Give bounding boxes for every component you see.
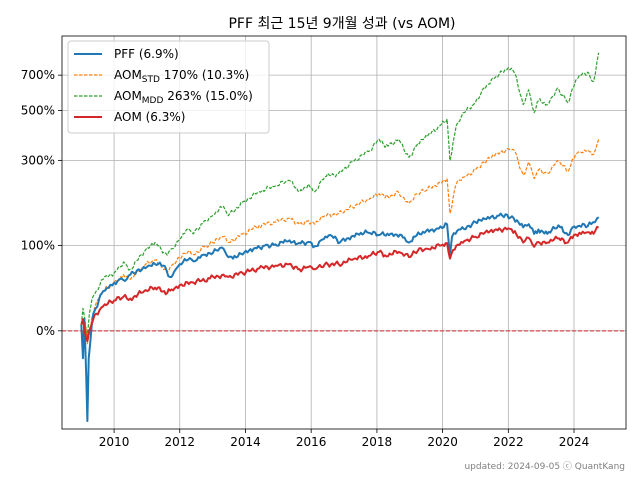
y-tick-label: 0% (36, 324, 55, 338)
x-tick-label: 2018 (362, 435, 393, 449)
axes: 2010 2012 2014 2016 2018 2020 2022 2024 0% 100% 30… (21, 35, 627, 449)
chart-title: PFF 최근 15년 9개월 성과 (vs AOM) (228, 16, 455, 32)
legend-entry-0: PFF (6.9%) (114, 47, 179, 61)
x-tick-label: 2014 (230, 435, 261, 449)
x-tick-label: 2010 (99, 435, 130, 449)
x-tick-label: 2012 (164, 435, 195, 449)
y-tick-label: 500% (21, 104, 55, 118)
y-tick-label: 300% (21, 153, 55, 167)
legend-entry-3: AOM (6.3%) (114, 110, 185, 124)
x-tick-label: 2020 (427, 435, 458, 449)
legend-entry-1: AOMSTD 170% (10.3%) (114, 68, 249, 85)
x-tick-label: 2024 (559, 435, 590, 449)
axes-frame (61, 35, 627, 430)
x-tick-label: 2022 (493, 435, 524, 449)
series-line-2 (80, 52, 600, 338)
series-lines (80, 52, 600, 423)
legend-box (67, 40, 270, 134)
legend-entry-2: AOMMDD 263% (15.0%) (114, 89, 253, 106)
footer-credit: updated: 2024-09-05 ⓒ QuantKang (464, 461, 625, 472)
series-line-3 (80, 226, 599, 343)
y-tick-label: 100% (21, 239, 55, 253)
series-line-1 (80, 139, 600, 345)
x-tick-label: 2016 (296, 435, 327, 449)
series-line-0 (80, 212, 600, 423)
legend: PFF (6.9%) AOMSTD 170% (10.3%) AOMMDD 263%… (67, 40, 270, 134)
y-tick-label: 700% (21, 68, 55, 82)
